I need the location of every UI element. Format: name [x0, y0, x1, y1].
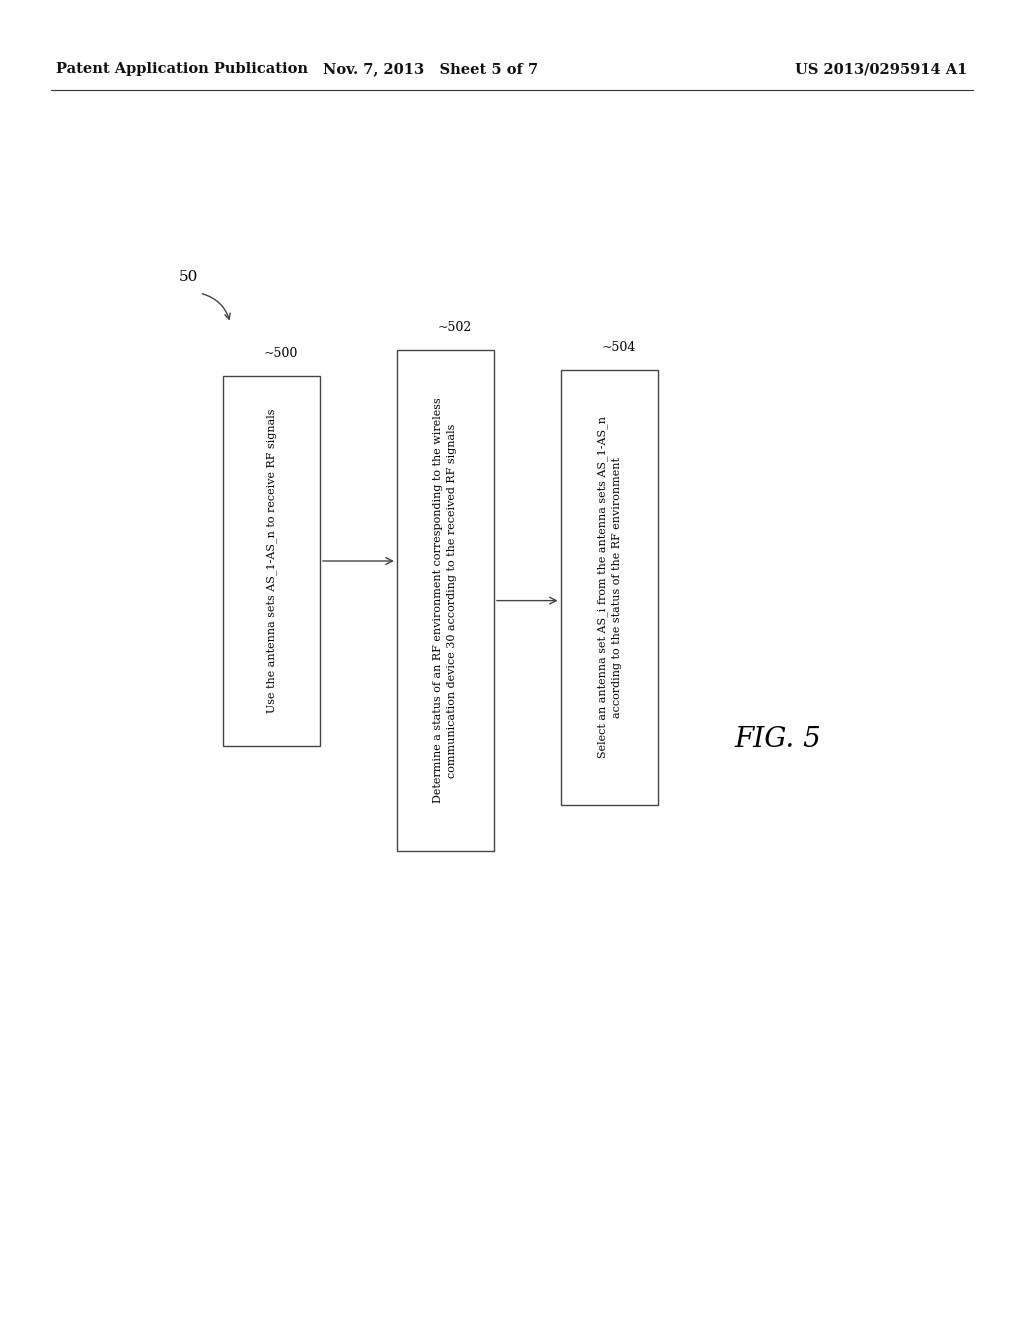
Text: Patent Application Publication: Patent Application Publication — [56, 62, 308, 77]
Text: Nov. 7, 2013   Sheet 5 of 7: Nov. 7, 2013 Sheet 5 of 7 — [323, 62, 538, 77]
Bar — [223, 376, 319, 746]
Bar — [397, 350, 495, 851]
Text: ~504: ~504 — [602, 341, 636, 354]
Text: ~500: ~500 — [264, 347, 298, 360]
Text: Determine a status of an RF environment corresponding to the wireless
communicat: Determine a status of an RF environment … — [433, 397, 458, 804]
FancyArrowPatch shape — [203, 294, 230, 319]
Text: ~502: ~502 — [438, 321, 472, 334]
Bar — [561, 370, 657, 805]
Text: FIG. 5: FIG. 5 — [735, 726, 821, 752]
Text: Use the antenna sets AS_1-AS_n to receive RF signals: Use the antenna sets AS_1-AS_n to receiv… — [266, 409, 276, 713]
Text: US 2013/0295914 A1: US 2013/0295914 A1 — [796, 62, 968, 77]
Text: 50: 50 — [179, 271, 199, 284]
Text: Select an antenna set AS_i from the antenna sets AS_1-AS_n
according to the stat: Select an antenna set AS_i from the ante… — [597, 416, 622, 759]
